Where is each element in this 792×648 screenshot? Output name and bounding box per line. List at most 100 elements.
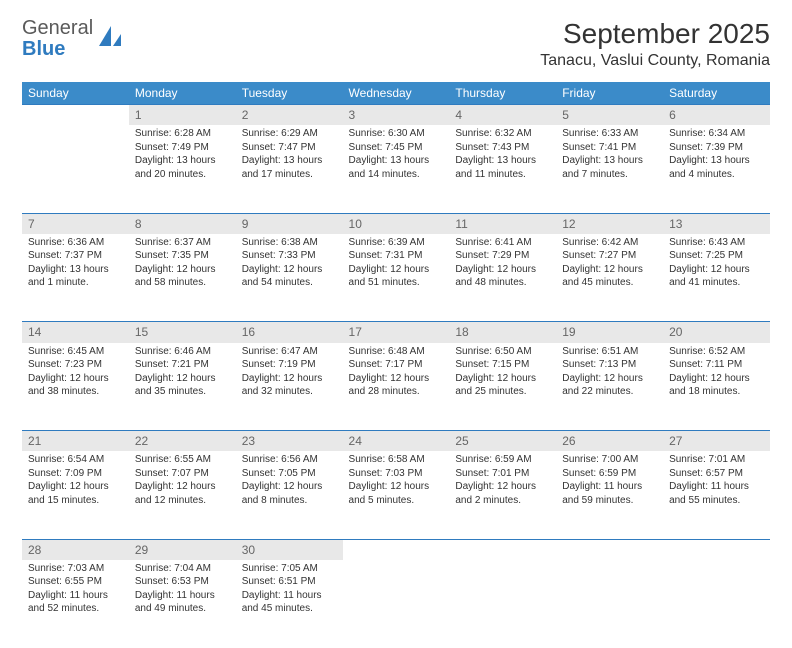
day-cell: Sunrise: 7:05 AMSunset: 6:51 PMDaylight:… xyxy=(236,560,343,648)
sunset-text: Sunset: 6:59 PM xyxy=(562,467,657,481)
daylight-text: Daylight: 12 hours and 5 minutes. xyxy=(349,480,444,507)
day-cell: Sunrise: 6:34 AMSunset: 7:39 PMDaylight:… xyxy=(663,125,770,213)
sunset-text: Sunset: 7:35 PM xyxy=(135,249,230,263)
sunset-text: Sunset: 7:07 PM xyxy=(135,467,230,481)
sunset-text: Sunset: 7:17 PM xyxy=(349,358,444,372)
title-block: September 2025 Tanacu, Vaslui County, Ro… xyxy=(540,18,770,70)
daylight-text: Daylight: 11 hours and 59 minutes. xyxy=(562,480,657,507)
day-cell: Sunrise: 6:42 AMSunset: 7:27 PMDaylight:… xyxy=(556,234,663,322)
day-number-row: 21222324252627 xyxy=(22,431,770,452)
day-number: 1 xyxy=(129,105,236,126)
day-number: 15 xyxy=(129,322,236,343)
day-number: 3 xyxy=(343,105,450,126)
sunrise-text: Sunrise: 6:28 AM xyxy=(135,127,230,141)
daylight-text: Daylight: 12 hours and 54 minutes. xyxy=(242,263,337,290)
sunset-text: Sunset: 7:37 PM xyxy=(28,249,123,263)
day-body-row: Sunrise: 7:03 AMSunset: 6:55 PMDaylight:… xyxy=(22,560,770,648)
day-cell: Sunrise: 6:50 AMSunset: 7:15 PMDaylight:… xyxy=(449,343,556,431)
sunrise-text: Sunrise: 6:30 AM xyxy=(349,127,444,141)
sunrise-text: Sunrise: 6:55 AM xyxy=(135,453,230,467)
sunrise-text: Sunrise: 6:47 AM xyxy=(242,345,337,359)
day-number: 21 xyxy=(22,431,129,452)
sunrise-text: Sunrise: 6:52 AM xyxy=(669,345,764,359)
day-cell xyxy=(449,560,556,648)
sunset-text: Sunset: 7:39 PM xyxy=(669,141,764,155)
day-cell: Sunrise: 6:33 AMSunset: 7:41 PMDaylight:… xyxy=(556,125,663,213)
sunrise-text: Sunrise: 6:41 AM xyxy=(455,236,550,250)
month-title: September 2025 xyxy=(540,18,770,50)
day-cell: Sunrise: 6:48 AMSunset: 7:17 PMDaylight:… xyxy=(343,343,450,431)
sunrise-text: Sunrise: 7:05 AM xyxy=(242,562,337,576)
daylight-text: Daylight: 11 hours and 55 minutes. xyxy=(669,480,764,507)
sunset-text: Sunset: 6:53 PM xyxy=(135,575,230,589)
day-number: 17 xyxy=(343,322,450,343)
daylight-text: Daylight: 12 hours and 38 minutes. xyxy=(28,372,123,399)
sunrise-text: Sunrise: 6:58 AM xyxy=(349,453,444,467)
day-number: 19 xyxy=(556,322,663,343)
day-cell: Sunrise: 6:51 AMSunset: 7:13 PMDaylight:… xyxy=(556,343,663,431)
day-number xyxy=(663,539,770,560)
daylight-text: Daylight: 12 hours and 18 minutes. xyxy=(669,372,764,399)
sunrise-text: Sunrise: 6:51 AM xyxy=(562,345,657,359)
day-cell xyxy=(556,560,663,648)
sunset-text: Sunset: 7:43 PM xyxy=(455,141,550,155)
sunrise-text: Sunrise: 6:42 AM xyxy=(562,236,657,250)
daylight-text: Daylight: 13 hours and 1 minute. xyxy=(28,263,123,290)
sunset-text: Sunset: 7:09 PM xyxy=(28,467,123,481)
location: Tanacu, Vaslui County, Romania xyxy=(540,52,770,70)
sunrise-text: Sunrise: 7:01 AM xyxy=(669,453,764,467)
sunrise-text: Sunrise: 6:39 AM xyxy=(349,236,444,250)
sunset-text: Sunset: 7:29 PM xyxy=(455,249,550,263)
sunset-text: Sunset: 7:15 PM xyxy=(455,358,550,372)
day-number: 4 xyxy=(449,105,556,126)
sunset-text: Sunset: 7:41 PM xyxy=(562,141,657,155)
sunrise-text: Sunrise: 6:48 AM xyxy=(349,345,444,359)
day-number xyxy=(556,539,663,560)
day-cell: Sunrise: 6:43 AMSunset: 7:25 PMDaylight:… xyxy=(663,234,770,322)
day-number: 10 xyxy=(343,213,450,234)
day-cell: Sunrise: 6:36 AMSunset: 7:37 PMDaylight:… xyxy=(22,234,129,322)
sunrise-text: Sunrise: 6:29 AM xyxy=(242,127,337,141)
sunrise-text: Sunrise: 6:38 AM xyxy=(242,236,337,250)
day-body-row: Sunrise: 6:28 AMSunset: 7:49 PMDaylight:… xyxy=(22,125,770,213)
day-cell: Sunrise: 6:55 AMSunset: 7:07 PMDaylight:… xyxy=(129,451,236,539)
day-number: 11 xyxy=(449,213,556,234)
logo-sail-icon xyxy=(97,24,123,55)
day-cell: Sunrise: 6:54 AMSunset: 7:09 PMDaylight:… xyxy=(22,451,129,539)
day-cell: Sunrise: 6:46 AMSunset: 7:21 PMDaylight:… xyxy=(129,343,236,431)
sunrise-text: Sunrise: 6:50 AM xyxy=(455,345,550,359)
day-cell: Sunrise: 6:37 AMSunset: 7:35 PMDaylight:… xyxy=(129,234,236,322)
sunset-text: Sunset: 7:45 PM xyxy=(349,141,444,155)
day-number: 20 xyxy=(663,322,770,343)
sunset-text: Sunset: 7:23 PM xyxy=(28,358,123,372)
day-header: Thursday xyxy=(449,82,556,105)
day-cell xyxy=(343,560,450,648)
day-number: 23 xyxy=(236,431,343,452)
daylight-text: Daylight: 12 hours and 25 minutes. xyxy=(455,372,550,399)
day-number: 12 xyxy=(556,213,663,234)
day-body-row: Sunrise: 6:36 AMSunset: 7:37 PMDaylight:… xyxy=(22,234,770,322)
daylight-text: Daylight: 12 hours and 41 minutes. xyxy=(669,263,764,290)
day-number: 8 xyxy=(129,213,236,234)
day-header-row: SundayMondayTuesdayWednesdayThursdayFrid… xyxy=(22,82,770,105)
day-cell: Sunrise: 6:45 AMSunset: 7:23 PMDaylight:… xyxy=(22,343,129,431)
day-cell xyxy=(22,125,129,213)
sunset-text: Sunset: 7:01 PM xyxy=(455,467,550,481)
day-cell: Sunrise: 7:03 AMSunset: 6:55 PMDaylight:… xyxy=(22,560,129,648)
sunrise-text: Sunrise: 6:56 AM xyxy=(242,453,337,467)
sunrise-text: Sunrise: 7:03 AM xyxy=(28,562,123,576)
day-cell: Sunrise: 6:52 AMSunset: 7:11 PMDaylight:… xyxy=(663,343,770,431)
daylight-text: Daylight: 12 hours and 35 minutes. xyxy=(135,372,230,399)
sunset-text: Sunset: 6:57 PM xyxy=(669,467,764,481)
day-cell: Sunrise: 7:01 AMSunset: 6:57 PMDaylight:… xyxy=(663,451,770,539)
day-number: 29 xyxy=(129,539,236,560)
daylight-text: Daylight: 12 hours and 2 minutes. xyxy=(455,480,550,507)
daylight-text: Daylight: 12 hours and 48 minutes. xyxy=(455,263,550,290)
day-header: Monday xyxy=(129,82,236,105)
day-cell xyxy=(663,560,770,648)
sunrise-text: Sunrise: 6:46 AM xyxy=(135,345,230,359)
day-cell: Sunrise: 6:30 AMSunset: 7:45 PMDaylight:… xyxy=(343,125,450,213)
sunset-text: Sunset: 7:47 PM xyxy=(242,141,337,155)
day-cell: Sunrise: 6:56 AMSunset: 7:05 PMDaylight:… xyxy=(236,451,343,539)
sunset-text: Sunset: 7:03 PM xyxy=(349,467,444,481)
